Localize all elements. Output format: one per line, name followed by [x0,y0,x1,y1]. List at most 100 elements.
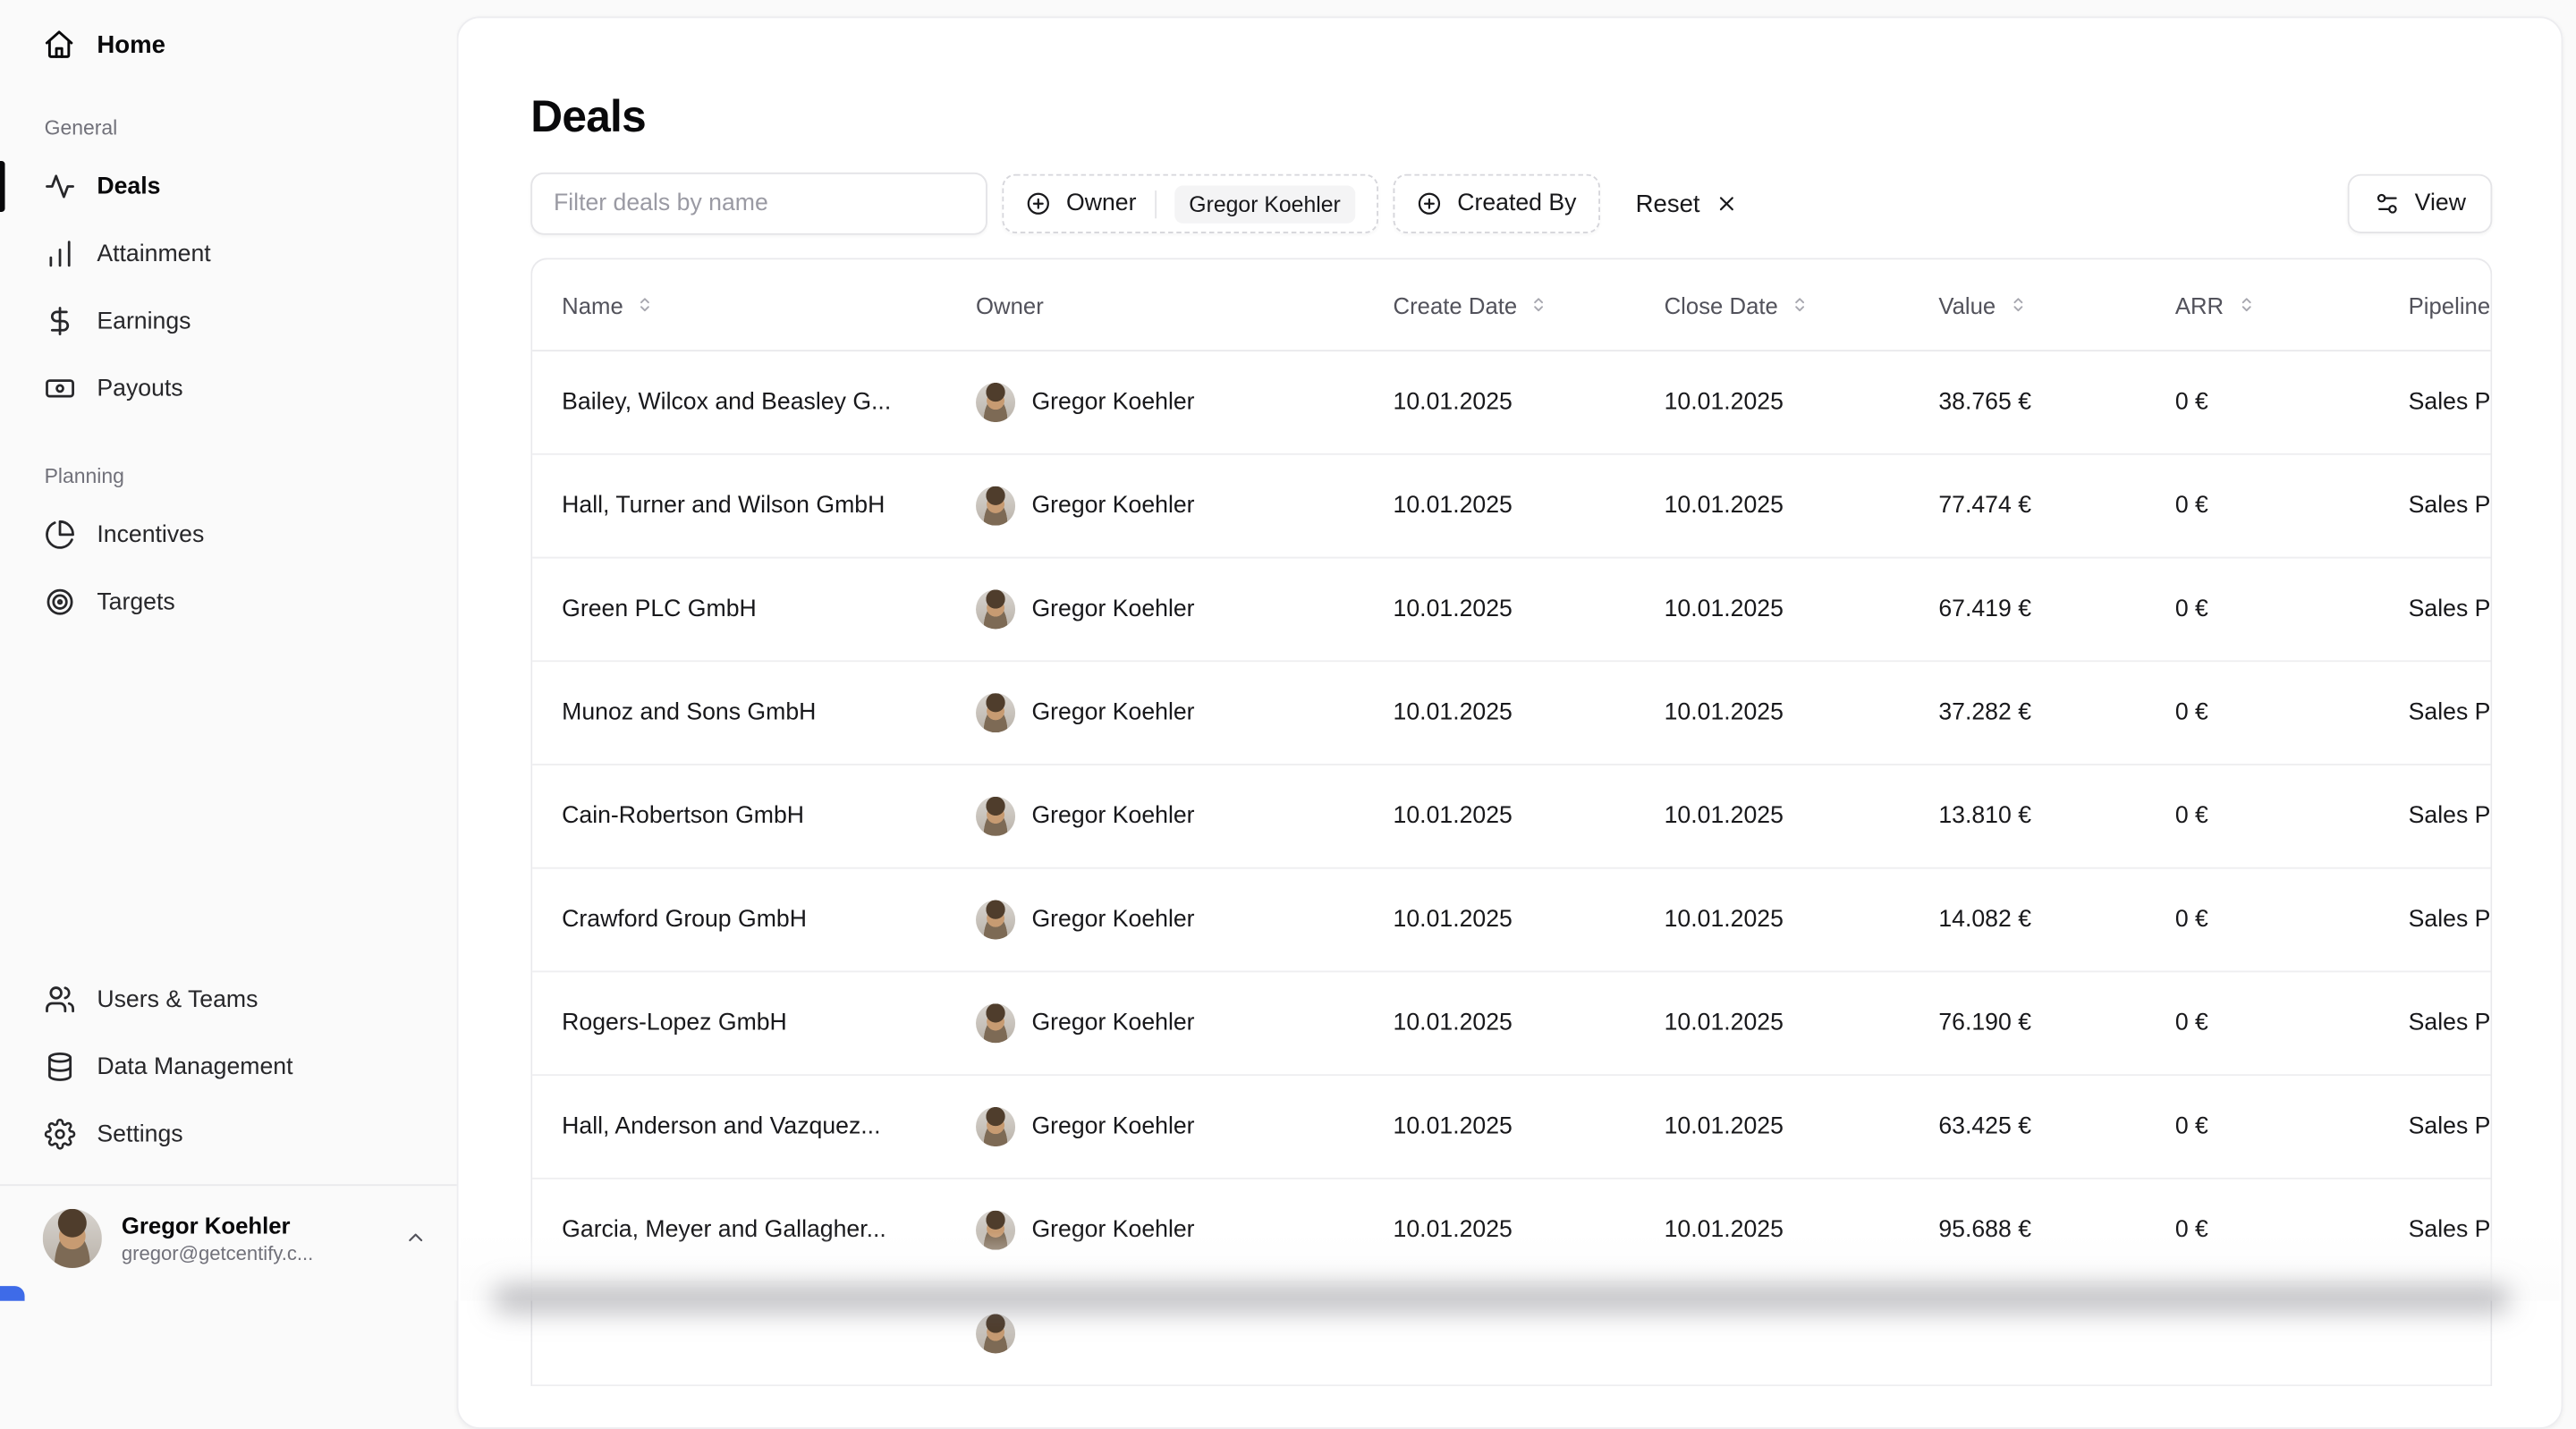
sidebar-item-data-management[interactable]: Data Management [0,1033,457,1100]
table-row[interactable]: Hall, Turner and Wilson GmbH Gregor Koeh… [532,455,2490,559]
owner-name: Gregor Koehler [1031,493,1195,520]
owner-avatar [976,900,1016,940]
table-row[interactable]: Hall, Anderson and Vazquez... Gregor Koe… [532,1076,2490,1180]
close-date-cell: 10.01.2025 [1664,803,1784,830]
dollar-icon [45,306,76,337]
table-header: Name Owner Create Date Close Date Value [532,259,2491,352]
user-name: Gregor Koehler [121,1212,291,1239]
table-row[interactable]: Munoz and Sons GmbH Gregor Koehler 10.01… [532,662,2490,765]
sidebar-item-settings[interactable]: Settings [0,1101,457,1168]
value-cell: 76.190 € [1938,1010,2032,1036]
owner-name: Gregor Koehler [1031,699,1195,726]
table-row[interactable]: Garcia, Meyer and Gallagher... Gregor Ko… [532,1180,2490,1283]
deal-name-cell: Cain-Robertson GmbH [562,803,805,830]
pipeline-cell: Sales Pipeline [2408,1113,2491,1140]
column-header-name[interactable]: Name [532,292,946,317]
table-row[interactable]: Crawford Group GmbH Gregor Koehler 10.01… [532,869,2490,973]
column-label: ARR [2174,292,2224,318]
divider [1154,190,1157,218]
pipeline-cell: Sales Pipeline [2408,596,2491,623]
owner-cell: Gregor Koehler [946,693,1364,733]
deal-name-cell: Bailey, Wilcox and Beasley G... [562,389,892,416]
owner-name: Gregor Koehler [1031,906,1195,934]
settings-icon [44,1119,76,1150]
sidebar-item-label: Attainment [97,241,211,267]
sidebar-item-home[interactable]: Home [0,0,457,74]
sidebar-item-users-teams[interactable]: Users & Teams [0,966,457,1033]
column-header-create-date[interactable]: Create Date [1363,292,1634,317]
sidebar-item-incentives[interactable]: Incentives [0,501,457,568]
created-by-filter-button[interactable]: Created By [1393,173,1600,233]
owner-name: Gregor Koehler [1031,1113,1195,1140]
deal-filter-input[interactable] [530,172,987,235]
column-header-pipeline[interactable]: Pipeline [2379,292,2491,317]
user-email: gregor@getcentify.c... [121,1241,314,1265]
column-header-arr[interactable]: ARR [2146,292,2379,317]
owner-name: Gregor Koehler [1031,1217,1195,1244]
user-card[interactable]: Gregor Koehler gregor@getcentify.c... [0,1184,457,1300]
pipeline-cell: Sales Pipeline [2408,389,2491,416]
table-row[interactable] [532,1282,2491,1387]
reset-filters-button[interactable]: Reset [1614,174,1759,233]
owner-cell: Gregor Koehler [946,900,1364,940]
column-label: Close Date [1664,292,1778,318]
value-cell: 63.425 € [1938,1113,2032,1140]
owner-avatar [976,796,1016,836]
arr-cell: 0 € [2174,1010,2208,1036]
sort-icon [2241,298,2250,312]
owner-name: Gregor Koehler [1031,596,1195,623]
home-icon [43,28,76,61]
owner-cell: Gregor Koehler [946,589,1364,630]
chevron-up-icon[interactable] [404,1227,428,1250]
deal-name-cell: Munoz and Sons GmbH [562,699,817,726]
sort-icon [640,298,650,312]
banknote-icon [45,373,76,404]
table-row[interactable]: Bailey, Wilcox and Beasley G... Gregor K… [532,351,2490,455]
create-date-cell: 10.01.2025 [1393,906,1513,934]
sidebar-item-earnings[interactable]: Earnings [0,287,457,354]
sidebar-item-targets[interactable]: Targets [0,569,457,636]
arr-cell: 0 € [2174,803,2208,830]
column-header-close-date[interactable]: Close Date [1635,292,1910,317]
close-date-cell: 10.01.2025 [1664,493,1784,520]
sidebar: Home General Deals Attainment Earnings [0,0,457,1301]
sidebar-item-label: Data Management [97,1053,293,1080]
database-icon [45,1052,76,1083]
main-content: Deals Owner Gregor Koehler Created By Re… [456,16,2563,1429]
pipeline-cell: Sales Pipeline [2408,803,2491,830]
deal-name-cell: Garcia, Meyer and Gallagher... [562,1217,886,1244]
column-label: Create Date [1393,292,1518,318]
value-cell: 67.419 € [1938,596,2032,623]
deal-name-cell: Crawford Group GmbH [562,906,807,934]
arr-cell: 0 € [2174,1113,2208,1140]
create-date-cell: 10.01.2025 [1393,389,1513,416]
sidebar-item-deals[interactable]: Deals [0,153,457,220]
pipeline-cell: Sales Pipeline [2408,1010,2491,1036]
column-header-owner[interactable]: Owner [946,292,1364,317]
sort-icon [2013,298,2022,312]
sidebar-item-attainment[interactable]: Attainment [0,220,457,287]
deal-name-cell: Rogers-Lopez GmbH [562,1010,787,1036]
table-row[interactable]: Cain-Robertson GmbH Gregor Koehler 10.01… [532,765,2490,869]
owner-avatar [976,1210,1016,1250]
sidebar-item-label: Incentives [97,521,205,548]
owner-name: Gregor Koehler [1031,389,1195,416]
close-date-cell: 10.01.2025 [1664,596,1784,623]
owner-avatar [976,382,1016,423]
sidebar-item-payouts[interactable]: Payouts [0,355,457,422]
column-label: Value [1938,292,1996,318]
pie-chart-icon [45,519,76,550]
table-row[interactable]: Green PLC GmbH Gregor Koehler 10.01.2025… [532,558,2491,663]
table-row[interactable]: Rogers-Lopez GmbH Gregor Koehler 10.01.2… [532,972,2491,1077]
owner-cell: Gregor Koehler [946,382,1364,423]
create-date-cell: 10.01.2025 [1393,1113,1513,1140]
plus-circle-icon [1416,190,1442,216]
view-options-button[interactable]: View [2347,173,2493,233]
create-date-cell: 10.01.2025 [1393,699,1513,726]
arr-cell: 0 € [2174,1217,2208,1244]
create-date-cell: 10.01.2025 [1393,596,1513,623]
close-date-cell: 10.01.2025 [1664,1010,1784,1036]
owner-filter-button[interactable]: Owner Gregor Koehler [1002,173,1379,233]
close-date-cell: 10.01.2025 [1664,699,1784,726]
column-header-value[interactable]: Value [1909,292,2145,317]
